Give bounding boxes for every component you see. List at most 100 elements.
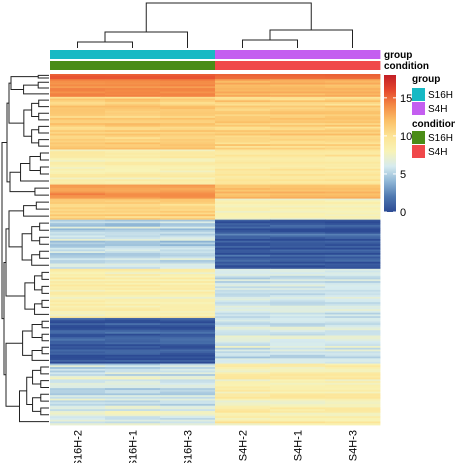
- heatmap-cell: [215, 368, 271, 371]
- heatmap-cell: [50, 131, 106, 135]
- heatmap-cell: [215, 395, 271, 398]
- heatmap-cell: [325, 93, 381, 96]
- heatmap-cell: [270, 254, 326, 257]
- heatmap-cell: [215, 189, 271, 192]
- heatmap-cell: [270, 249, 326, 252]
- heatmap-cell: [160, 377, 216, 380]
- heatmap-cell: [105, 163, 161, 166]
- heatmap-cell: [160, 286, 216, 289]
- heatmap-cell: [270, 165, 326, 168]
- heatmap-cell: [160, 335, 216, 338]
- heatmap-cell: [105, 361, 161, 364]
- heatmap-cell: [215, 310, 271, 314]
- heatmap-cell: [270, 312, 326, 315]
- heatmap-cell: [215, 226, 271, 229]
- heatmap-cell: [325, 270, 381, 273]
- heatmap-cell: [325, 360, 381, 363]
- heatmap-cell: [105, 126, 161, 129]
- heatmap-cell: [325, 145, 381, 149]
- annotation-label-condition: condition: [384, 61, 429, 72]
- heatmap-cell: [105, 279, 161, 282]
- heatmap-cell: [270, 133, 326, 136]
- heatmap-cell: [270, 321, 326, 324]
- heatmap-cell: [160, 412, 216, 415]
- heatmap-cell: [105, 379, 161, 382]
- heatmap-cell: [160, 142, 216, 145]
- heatmap-cell: [50, 212, 106, 215]
- heatmap-cell: [105, 402, 161, 405]
- heatmap-cell: [215, 398, 271, 401]
- heatmap-cell: [160, 74, 216, 77]
- heatmap-cell: [160, 368, 216, 371]
- heatmap-cell: [105, 91, 161, 94]
- heatmap-cell: [215, 403, 271, 407]
- heatmap-cell: [105, 149, 161, 152]
- heatmap-cell: [215, 367, 271, 370]
- heatmap-cell: [50, 340, 106, 343]
- heatmap-cell: [160, 291, 216, 294]
- heatmap-cell: [215, 172, 271, 175]
- heatmap-cell: [160, 323, 216, 326]
- heatmap-cell: [50, 207, 106, 210]
- legends: group S16H S4H condition S16H S4H: [412, 74, 455, 158]
- heatmap-cell: [215, 126, 271, 129]
- heatmap-cell: [50, 331, 106, 335]
- heatmap-cell: [105, 254, 161, 257]
- heatmap-cell: [325, 138, 381, 142]
- heatmap-cell: [215, 267, 271, 270]
- heatmap-cell: [215, 384, 271, 387]
- heatmap-cell: [50, 138, 106, 142]
- heatmap-cell: [270, 412, 326, 415]
- dendrogram-branch: [39, 236, 49, 245]
- heatmap-cell: [325, 339, 381, 342]
- heatmap-cell: [50, 196, 106, 199]
- colorbar-tick-label: 0: [400, 207, 406, 219]
- heatmap-cell: [270, 333, 326, 336]
- heatmap-cell: [50, 145, 106, 149]
- heatmap-cell: [160, 370, 216, 373]
- heatmap-cell: [50, 226, 106, 229]
- heatmap-cell: [160, 270, 216, 273]
- heatmap-cell: [325, 131, 381, 135]
- heatmap-cell: [105, 388, 161, 391]
- heatmap-cell: [105, 395, 161, 398]
- heatmap-cell: [215, 181, 271, 184]
- heatmap-cell: [160, 158, 216, 161]
- heatmap-cell: [325, 284, 381, 287]
- heatmap-cell: [325, 363, 381, 366]
- heatmap-cell: [160, 326, 216, 329]
- heatmap-cell: [270, 224, 326, 228]
- annotation-cell-condition: [160, 61, 216, 70]
- heatmap-cell: [160, 107, 216, 110]
- heatmap-cell: [50, 270, 106, 273]
- heatmap-cell: [325, 272, 381, 275]
- heatmap-cell: [325, 317, 381, 321]
- heatmap-cell: [160, 167, 216, 170]
- heatmap-cell: [105, 277, 161, 280]
- heatmap-cell: [325, 158, 381, 161]
- heatmap-cell: [215, 274, 271, 277]
- heatmap-cell: [105, 374, 161, 377]
- heatmap-cell: [270, 191, 326, 194]
- heatmap-cell: [160, 233, 216, 236]
- column-label: S16H-2: [73, 430, 85, 463]
- heatmap-cell: [325, 374, 381, 377]
- heatmap-cell: [325, 314, 381, 317]
- heatmap-cell: [105, 314, 161, 317]
- heatmap-cell: [325, 295, 381, 298]
- heatmap-cell: [50, 217, 106, 221]
- heatmap-cell: [105, 268, 161, 271]
- heatmap-cell: [215, 305, 271, 308]
- heatmap-cell: [325, 296, 381, 300]
- heatmap-cell: [325, 117, 381, 121]
- heatmap-cell: [215, 312, 271, 315]
- heatmap-cell: [270, 274, 326, 277]
- heatmap-cell: [50, 230, 106, 233]
- heatmap-cell: [160, 340, 216, 343]
- annotation-cell-condition: [50, 61, 106, 70]
- heatmap-cell: [105, 161, 161, 164]
- heatmap-cell: [325, 358, 381, 361]
- heatmap-cell: [160, 321, 216, 324]
- heatmap-cell: [270, 245, 326, 249]
- heatmap-cell: [270, 152, 326, 156]
